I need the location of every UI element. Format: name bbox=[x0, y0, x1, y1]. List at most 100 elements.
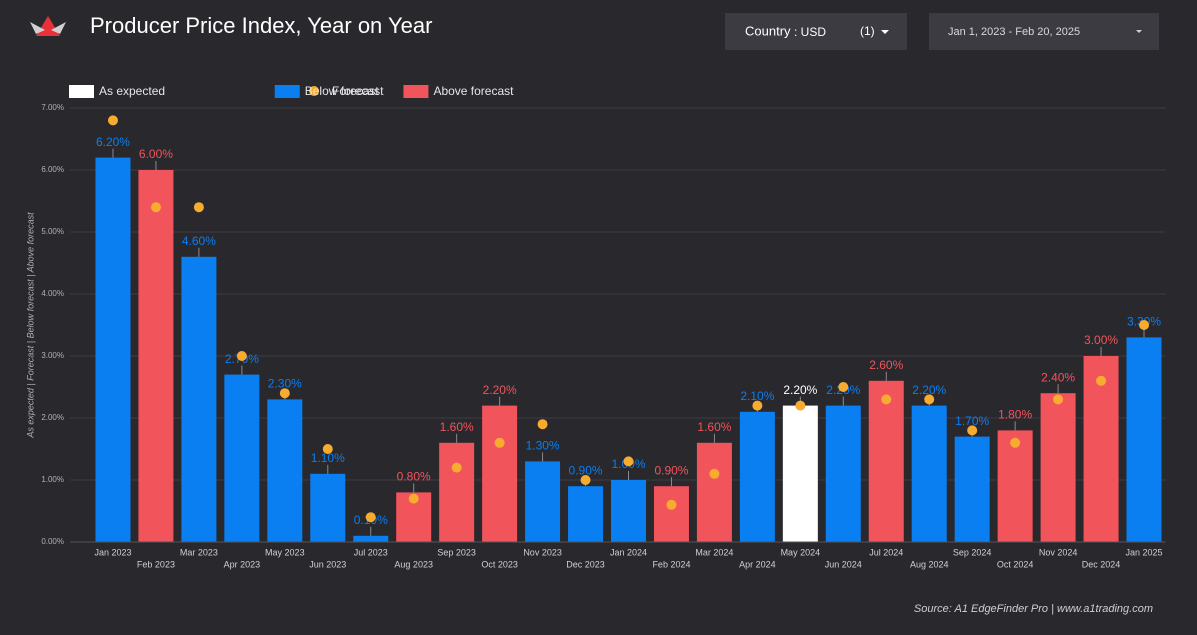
value-label: 2.20% bbox=[783, 383, 817, 397]
country-value: : USD bbox=[794, 25, 826, 39]
forecast-point bbox=[494, 437, 505, 448]
bar bbox=[696, 442, 732, 542]
bar bbox=[1083, 356, 1119, 542]
value-label: 6.20% bbox=[96, 135, 130, 149]
legend-label: Above forecast bbox=[433, 84, 514, 98]
legend-swatch bbox=[69, 85, 94, 98]
legend-label: Below forecast bbox=[305, 84, 384, 98]
forecast-point bbox=[623, 456, 634, 467]
bar bbox=[1126, 337, 1162, 542]
bar bbox=[911, 405, 947, 542]
legend-swatch bbox=[309, 86, 320, 96]
x-tick-label: Oct 2023 bbox=[481, 559, 518, 569]
bar bbox=[611, 480, 646, 542]
value-label: 1.30% bbox=[526, 439, 560, 453]
y-tick-label: 1.00% bbox=[41, 475, 64, 484]
bar bbox=[224, 374, 260, 542]
value-label: 0.90% bbox=[569, 463, 603, 477]
value-label: 2.60% bbox=[869, 358, 903, 372]
x-tick-label: Jan 2023 bbox=[94, 547, 131, 557]
forecast-point bbox=[1139, 320, 1150, 330]
forecast-point bbox=[795, 400, 806, 411]
x-tick-label: Apr 2023 bbox=[224, 559, 261, 569]
legend-label: As expected bbox=[99, 84, 165, 98]
x-tick-label: Dec 2024 bbox=[1082, 559, 1121, 569]
value-label: 2.20% bbox=[912, 383, 946, 397]
forecast-point bbox=[967, 425, 978, 436]
forecast-point bbox=[322, 444, 333, 454]
x-tick-label: Jan 2024 bbox=[610, 547, 647, 557]
x-tick-label: Oct 2024 bbox=[997, 559, 1034, 569]
y-tick-label: 5.00% bbox=[41, 227, 64, 236]
forecast-point bbox=[107, 115, 118, 126]
value-label: 2.20% bbox=[483, 383, 517, 397]
x-tick-label: Aug 2023 bbox=[394, 559, 433, 569]
bar bbox=[439, 442, 475, 542]
y-tick-label: 4.00% bbox=[41, 289, 64, 298]
value-label: 2.10% bbox=[740, 389, 774, 403]
x-tick-label: Jun 2024 bbox=[825, 559, 862, 569]
x-tick-label: Dec 2023 bbox=[566, 559, 605, 569]
forecast-point bbox=[150, 202, 161, 213]
forecast-point bbox=[1096, 375, 1107, 386]
bar bbox=[954, 436, 990, 542]
bar bbox=[568, 486, 604, 542]
y-tick-label: 7.00% bbox=[41, 103, 64, 112]
bar bbox=[267, 399, 303, 542]
y-tick-label: 2.00% bbox=[41, 413, 64, 422]
x-tick-label: Nov 2024 bbox=[1039, 547, 1078, 557]
bar bbox=[138, 170, 174, 542]
y-axis-label: As expected | Forecast | Below forecast … bbox=[25, 212, 35, 439]
bar bbox=[825, 405, 861, 542]
forecast-point bbox=[709, 468, 720, 479]
value-label: 2.40% bbox=[1041, 370, 1075, 384]
bar bbox=[1040, 393, 1076, 542]
source: Source: A1 EdgeFinder Pro | www.a1tradin… bbox=[914, 603, 1153, 615]
bar bbox=[95, 157, 131, 542]
y-tick-label: 3.00% bbox=[41, 351, 64, 360]
value-label: 3.00% bbox=[1084, 333, 1118, 347]
x-tick-label: Sep 2024 bbox=[953, 547, 992, 557]
x-tick-label: Aug 2024 bbox=[910, 559, 949, 569]
forecast-point bbox=[408, 493, 419, 504]
x-tick-label: Jan 2025 bbox=[1125, 547, 1162, 557]
value-label: 1.60% bbox=[440, 420, 474, 434]
x-tick-label: Jul 2024 bbox=[869, 547, 903, 557]
legend-swatch bbox=[403, 85, 429, 98]
x-tick-label: Sep 2023 bbox=[437, 547, 476, 557]
x-tick-label: May 2023 bbox=[265, 547, 305, 557]
forecast-point bbox=[537, 419, 548, 430]
value-label: 0.90% bbox=[654, 463, 688, 477]
dropdown-arrow bbox=[1136, 30, 1142, 33]
value-label: 2.30% bbox=[268, 377, 302, 391]
bar bbox=[525, 461, 561, 542]
y-tick-label: 0.00% bbox=[41, 537, 64, 546]
x-tick-label: Jun 2023 bbox=[309, 559, 346, 569]
value-label: 1.60% bbox=[697, 420, 731, 434]
date-range: Jan 1, 2023 - Feb 20, 2025 bbox=[948, 26, 1080, 38]
country-count: (1) bbox=[860, 24, 875, 38]
forecast-point bbox=[365, 512, 376, 523]
forecast-point bbox=[451, 462, 462, 473]
bar bbox=[653, 486, 689, 542]
value-label: 0.80% bbox=[397, 470, 431, 484]
forecast-point bbox=[924, 394, 935, 405]
date-filter[interactable] bbox=[929, 13, 1159, 50]
forecast-point bbox=[752, 400, 763, 411]
y-tick-label: 6.00% bbox=[41, 165, 64, 174]
x-tick-label: Mar 2024 bbox=[695, 547, 733, 557]
value-label: 4.60% bbox=[182, 234, 216, 248]
forecast-point bbox=[881, 394, 892, 405]
x-tick-label: Jul 2023 bbox=[354, 547, 388, 557]
bar bbox=[482, 405, 518, 542]
forecast-point bbox=[1053, 394, 1064, 405]
country-label: Country bbox=[745, 23, 791, 38]
dropdown-arrow bbox=[881, 30, 889, 34]
x-tick-label: Feb 2023 bbox=[137, 559, 175, 569]
bar bbox=[353, 535, 389, 542]
bar bbox=[739, 411, 775, 542]
country-filter[interactable] bbox=[725, 13, 907, 50]
forecast-point bbox=[279, 388, 290, 399]
forecast-point bbox=[580, 475, 591, 485]
